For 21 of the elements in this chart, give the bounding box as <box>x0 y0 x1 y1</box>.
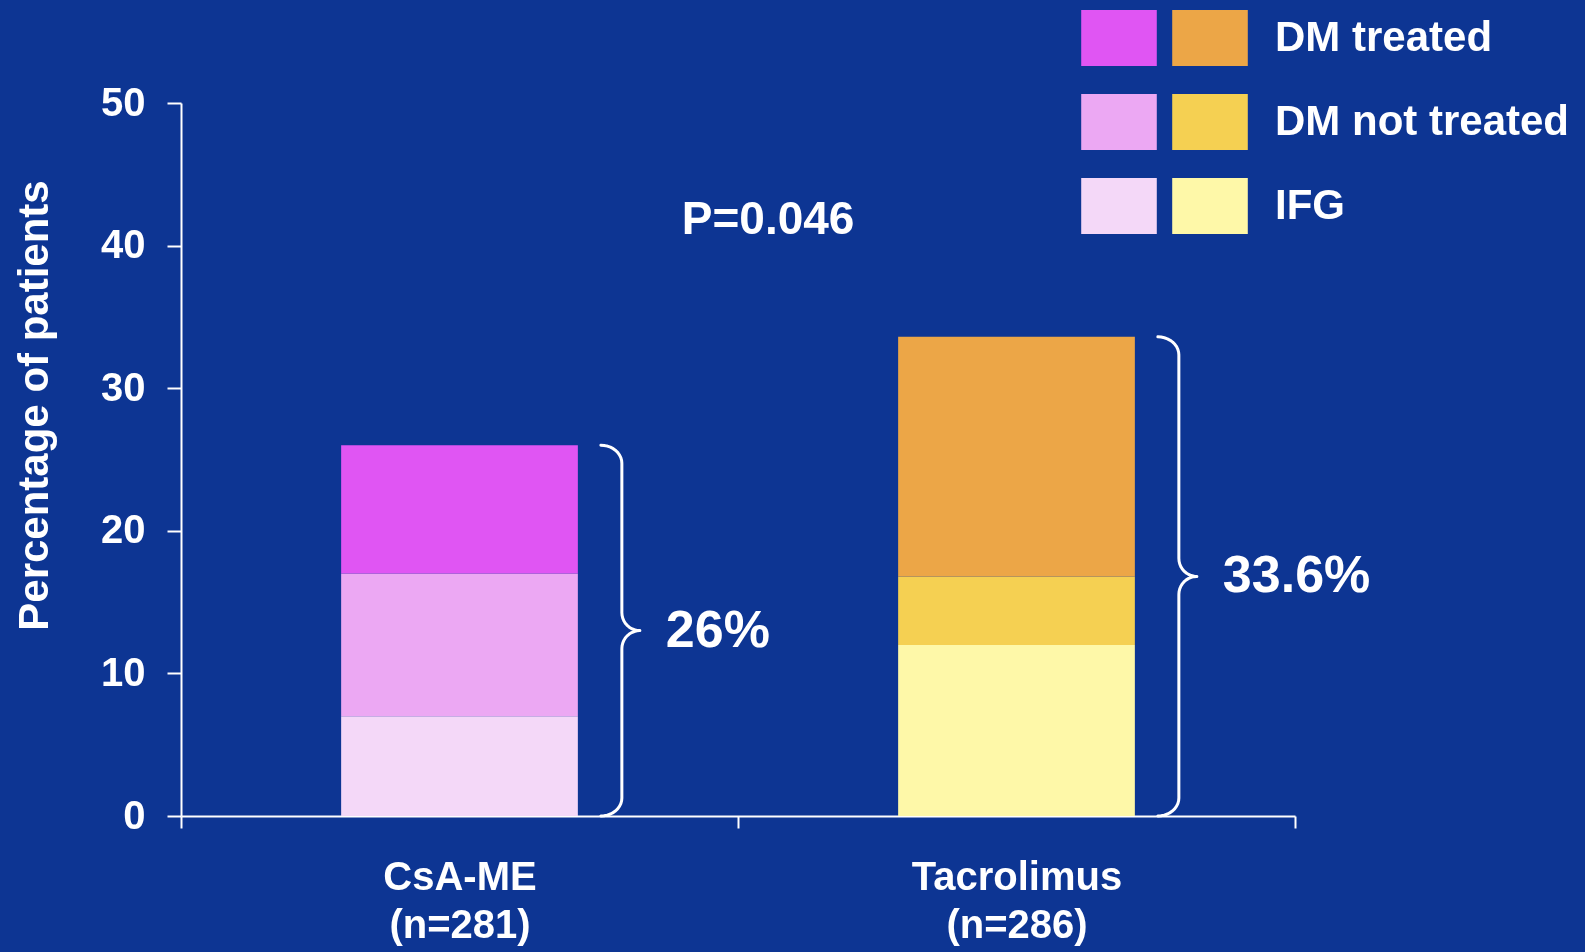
total-label: 26% <box>665 599 770 658</box>
y-tick-label: 20 <box>101 507 146 552</box>
total-label: 33.6% <box>1222 545 1371 604</box>
bar <box>341 573 578 717</box>
legend-label: DM not treated <box>1275 97 1569 144</box>
y-tick-label: 10 <box>101 649 146 694</box>
bar <box>898 336 1135 577</box>
x-tick-label: CsA-ME (n=281) <box>383 853 537 946</box>
x-tick-label: Tacrolimus (n=286) <box>911 853 1123 946</box>
bar <box>341 716 578 816</box>
bar <box>898 576 1135 645</box>
legend-label: DM treated <box>1275 13 1493 60</box>
bar <box>898 644 1135 816</box>
y-tick-label: 40 <box>101 222 146 267</box>
y-tick-label: 30 <box>101 364 146 409</box>
y-axis-title: Percentage of patients <box>9 180 57 631</box>
y-tick-label: 50 <box>101 79 146 124</box>
bar <box>341 445 578 574</box>
legend-label: IFG <box>1275 181 1345 228</box>
annotation: P=0.046 <box>681 191 855 244</box>
y-tick-label: 0 <box>123 792 146 837</box>
